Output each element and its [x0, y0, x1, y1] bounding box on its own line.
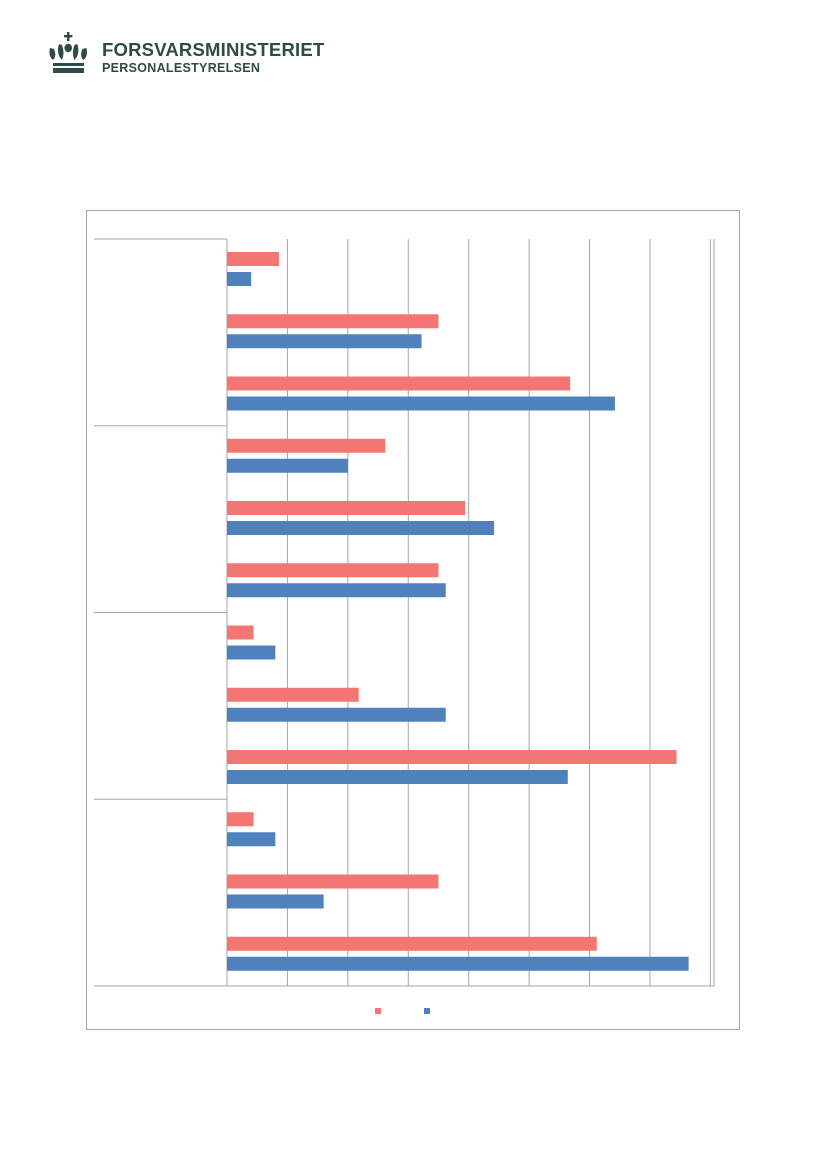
bar-chart [94, 238, 715, 1014]
bar-series-2 [227, 707, 446, 722]
bar-series-1 [227, 874, 439, 889]
bar-series-2 [227, 956, 689, 971]
bar-series-1 [227, 314, 439, 329]
bar-series-1 [227, 625, 254, 640]
legend-marker-series-2 [424, 1008, 430, 1014]
bar-series-1 [227, 812, 254, 827]
bar-series-2 [227, 832, 276, 847]
bar-series-2 [227, 334, 422, 349]
bar-series-2 [227, 894, 324, 909]
bar-series-2 [227, 521, 495, 535]
bar-series-1 [227, 750, 677, 764]
bar-series-1 [227, 376, 571, 391]
org-name: FORSVARSMINISTERIET [102, 39, 325, 60]
bar-series-2 [227, 272, 252, 286]
header-logo: FORSVARSMINISTERIET PERSONALESTYRELSEN [44, 30, 344, 78]
crown-icon [49, 32, 87, 73]
legend-marker-series-1 [375, 1008, 381, 1014]
unit-name: PERSONALESTYRELSEN [102, 61, 261, 75]
bar-series-2 [227, 396, 615, 411]
bar-series-2 [227, 770, 568, 784]
chart-frame [86, 210, 740, 1030]
bar-series-2 [227, 583, 446, 598]
bar-series-1 [227, 563, 439, 578]
bar-series-1 [227, 438, 386, 453]
bar-series-1 [227, 687, 359, 702]
bar-series-1 [227, 252, 279, 266]
bar-series-1 [227, 501, 466, 515]
bar-series-1 [227, 936, 597, 951]
bar-series-2 [227, 458, 348, 473]
bar-series-2 [227, 645, 276, 660]
